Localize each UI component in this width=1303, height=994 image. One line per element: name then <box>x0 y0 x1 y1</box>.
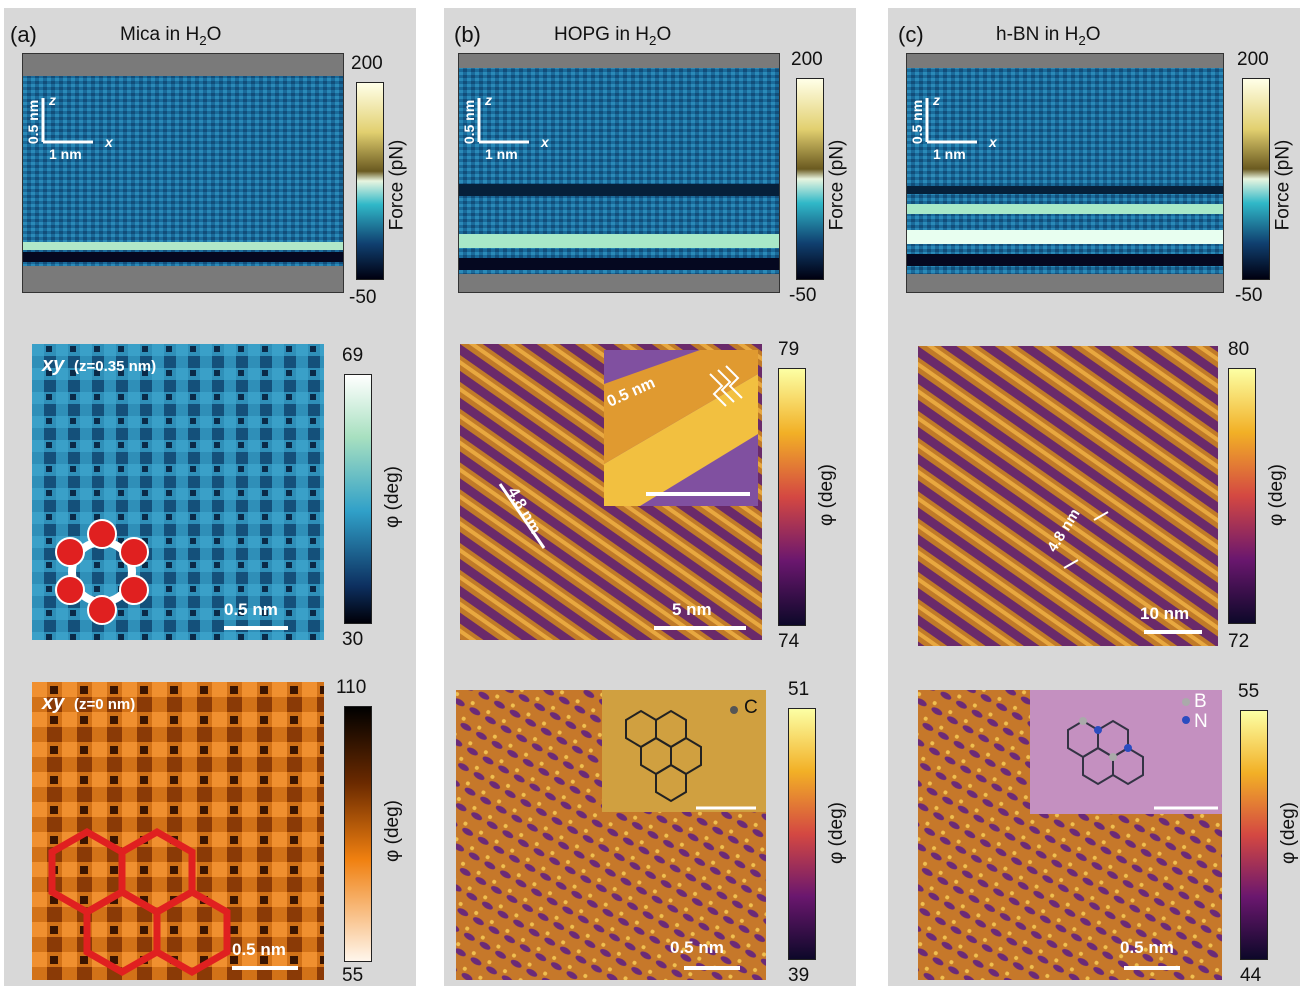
x-axis-label-c: x <box>989 134 997 150</box>
cbar-max-c2: 55 <box>1238 681 1260 702</box>
period-arrow-b <box>498 483 546 549</box>
scale-bar-a1 <box>224 626 288 630</box>
phase-map-b-atomic: C 0.5 nm <box>456 690 766 980</box>
phase-map-b-large: 0.5 nm 4.8 nm 5 nm <box>460 344 762 640</box>
force-map-a: 0.5 nm z 1 nm x <box>22 53 344 293</box>
scale-x-a: 1 nm <box>49 146 82 162</box>
cbar-label-a2: φ (deg) <box>381 800 403 862</box>
cbar-min-c1: 72 <box>1228 631 1250 652</box>
panel-label-a: (a) <box>10 22 37 47</box>
cbar-max-a1: 69 <box>342 345 364 366</box>
water-ring-icon <box>55 519 149 625</box>
scale-z-b: 0.5 nm <box>461 99 478 145</box>
cbar-min-b2: 39 <box>788 965 810 986</box>
force-cbar-label-b: Force (pN) <box>826 139 848 231</box>
panel-c: (c) h-BN in H2O 0.5 nm z 1 nm x 200 -50 … <box>888 8 1300 986</box>
scale-label-a1: 0.5 nm <box>224 600 278 619</box>
cbar-max-a2: 110 <box>336 677 367 698</box>
axis-indicator-c <box>925 98 977 144</box>
force-cbar-min-b: -50 <box>789 285 817 306</box>
panel-title-c: h-BN in H2O <box>996 24 1101 48</box>
nitrogen-legend-dot <box>1182 716 1190 724</box>
scale-label-a2: 0.5 nm <box>232 940 286 959</box>
hopg-inset <box>604 350 758 506</box>
phase-map-c-atomic: B N 0.5 nm <box>918 690 1222 980</box>
cbar-label-b1: φ (deg) <box>815 464 837 526</box>
force-colorbar-a <box>356 82 384 280</box>
scale-bar-c1 <box>1144 630 1202 634</box>
panel-title-a: Mica in H2O <box>120 24 222 48</box>
carbon-legend-dot <box>730 706 738 714</box>
scale-x-b: 1 nm <box>485 146 518 162</box>
axis-indicator-a <box>41 98 93 144</box>
x-axis-label-b: x <box>541 134 549 150</box>
panel-a: (a) Mica in H2O 0.5 nm z 1 nm x 200 -50 <box>4 8 416 986</box>
x-axis-label-a: x <box>105 134 113 150</box>
phase-colorbar-a2 <box>344 706 372 962</box>
atom-legend-c: C <box>744 697 758 718</box>
force-cbar-min-a: -50 <box>349 287 377 308</box>
cbar-label-c1: φ (deg) <box>1265 464 1287 526</box>
cbar-max-b2: 51 <box>788 679 810 700</box>
force-colorbar-c <box>1242 78 1270 280</box>
z-axis-label-b: z <box>485 92 492 108</box>
phase-colorbar-b2 <box>788 708 816 960</box>
phase-colorbar-b1 <box>778 368 806 626</box>
force-cbar-max-b: 200 <box>791 49 823 70</box>
panel-label-b: (b) <box>454 22 481 47</box>
cbar-min-a2: 55 <box>342 965 364 986</box>
cbar-min-c2: 44 <box>1240 965 1262 986</box>
atom-legend-b: B <box>1194 691 1207 712</box>
graphene-inset <box>602 690 766 812</box>
cbar-max-b1: 79 <box>778 339 800 360</box>
phase-map-a-z035: xy (z=0.35 nm) 0.5 nm <box>32 344 324 640</box>
phase-colorbar-c2 <box>1240 710 1268 960</box>
scale-bar-c2 <box>1124 966 1180 970</box>
axis-indicator-b <box>477 98 529 144</box>
boron-legend-dot <box>1182 698 1190 706</box>
silicate-lattice-icon <box>48 827 231 977</box>
map-label-detail-a2: (z=0 nm) <box>74 696 136 713</box>
force-cbar-max-c: 200 <box>1237 49 1269 70</box>
map-label-a2: xy <box>42 692 65 714</box>
force-cbar-min-c: -50 <box>1235 285 1263 306</box>
cbar-min-a1: 30 <box>342 629 364 650</box>
scale-label-c1: 10 nm <box>1140 604 1190 623</box>
phase-colorbar-c1 <box>1228 368 1256 624</box>
cbar-label-b2: φ (deg) <box>825 802 847 864</box>
force-cbar-label-c: Force (pN) <box>1272 139 1294 231</box>
scale-x-c: 1 nm <box>933 146 966 162</box>
atom-legend-n: N <box>1194 711 1208 732</box>
force-map-c: 0.5 nm z 1 nm x <box>906 53 1224 293</box>
force-cbar-label-a: Force (pN) <box>386 139 408 231</box>
scale-label-b2: 0.5 nm <box>670 938 724 957</box>
map-label-a1: xy <box>42 354 65 376</box>
scale-label-b1: 5 nm <box>672 600 712 619</box>
cbar-min-b1: 74 <box>778 631 800 652</box>
z-axis-label-c: z <box>933 92 940 108</box>
map-label-detail-a1: (z=0.35 nm) <box>74 358 157 375</box>
cbar-label-c2: φ (deg) <box>1277 802 1299 864</box>
scale-bar-b2 <box>684 966 740 970</box>
panel-title-b: HOPG in H2O <box>554 24 672 48</box>
period-marker-c <box>1063 559 1079 569</box>
scale-label-c2: 0.5 nm <box>1120 938 1174 957</box>
panel-label-c: (c) <box>898 22 924 47</box>
cbar-max-c1: 80 <box>1228 339 1250 360</box>
scale-z-c: 0.5 nm <box>909 99 926 145</box>
scale-bar-a2 <box>232 966 298 970</box>
cbar-label-a1: φ (deg) <box>381 466 403 528</box>
force-map-b: 0.5 nm z 1 nm x <box>458 53 780 293</box>
hbn-inset <box>1030 690 1222 814</box>
panel-b: (b) HOPG in H2O 0.5 nm z 1 nm x 200 -50 … <box>444 8 856 986</box>
force-cbar-max-a: 200 <box>351 53 383 74</box>
phase-map-c-large: 4.8 nm 10 nm <box>918 346 1218 646</box>
scale-z-a: 0.5 nm <box>25 99 42 145</box>
phase-map-a-z0: xy (z=0 nm) 0.5 nm <box>32 682 324 980</box>
phase-colorbar-a1 <box>344 374 372 624</box>
force-colorbar-b <box>796 78 824 280</box>
scale-bar-b1 <box>654 626 746 630</box>
z-axis-label-a: z <box>49 92 56 108</box>
